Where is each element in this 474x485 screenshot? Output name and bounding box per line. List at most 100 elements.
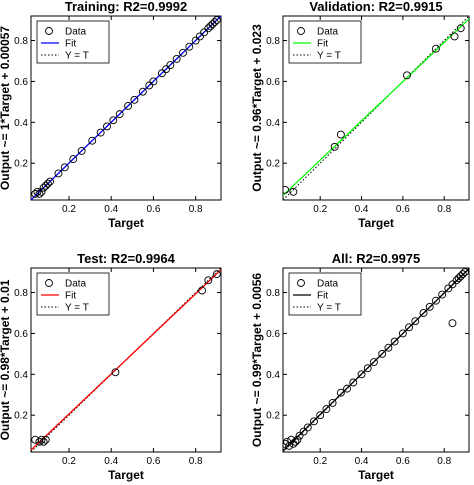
legend-entry-label: Fit [317,39,328,50]
fit-line [31,16,221,200]
data-point [77,146,86,155]
legend-data-marker [297,27,305,35]
data-point [204,276,213,285]
data-point [403,71,411,80]
y-axis-label: Output ~= 1*Target + 0.00057 [0,26,12,191]
legend-entry-label: Data [317,27,339,38]
data-point [458,270,467,279]
legend-entry-label: Data [65,279,87,290]
data-point [162,65,171,74]
x-tick-label: 0.2 [62,204,76,215]
data-point [54,169,63,178]
data-point [145,81,154,90]
data-point [41,435,50,444]
data-point [419,309,428,317]
data-point [454,274,463,283]
fit-line [283,18,469,196]
data-point [460,268,469,277]
data-point [411,317,420,326]
chart-title: Validation: R2=0.9915 [309,0,442,14]
data-point [212,16,221,25]
x-tick-label: 0.2 [313,456,327,467]
legend-entry-label: Fit [65,39,76,50]
data-point [96,128,105,137]
data-point [200,28,209,37]
data-point [448,319,457,328]
data-point [41,181,50,190]
chart-panel-1: Training: R2=0.9992 Target Output ~= 1*Tar… [0,0,222,230]
legend-box [288,20,362,64]
data-point [35,189,44,198]
data-point [425,302,434,311]
y-tick-label: 0.8 [266,288,280,299]
y-tick-label: 0.4 [266,118,280,129]
y-tick-label: 0.8 [14,288,28,299]
x-axis-label: Target [358,468,394,482]
data-point [172,54,181,63]
data-point [283,439,290,448]
data-point [291,437,300,446]
legend-box [36,20,110,64]
y-tick-label: 0.2 [14,411,28,422]
y-tick-label: 0.2 [266,159,280,170]
data-point [124,102,133,110]
data-point [195,32,204,41]
data-point [33,187,42,196]
x-tick-label: 0.4 [355,204,369,215]
data-point [283,185,290,194]
data-point [398,329,407,338]
fit-line [31,269,221,451]
data-point [357,370,366,379]
plot-content [31,268,221,452]
y-axis-label: Output ~= 0.96*Target + 0.023 [250,24,264,192]
x-axis-label: Target [108,468,144,482]
y-tick-label: 0.4 [266,370,280,381]
data-point [185,42,194,51]
chart-title: Training: R2=0.9992 [65,0,187,14]
legend-entry-label: Fit [317,291,328,302]
y-axis-label: Output ~= 0.99*Target + 0.0056 [250,273,264,448]
data-point [39,437,48,446]
x-tick-label: 0.6 [146,204,160,215]
data-point [69,155,78,164]
fit-line [283,268,469,452]
data-point [43,179,52,188]
x-tick-label: 0.6 [146,456,160,467]
data-point [328,398,337,407]
plot-content [283,268,469,452]
x-tick-label: 0.2 [62,456,76,467]
y-tick-label: 0.8 [14,36,28,47]
legend-entry-label: Data [317,279,339,290]
legend-data-marker [45,279,53,287]
data-point [46,177,54,186]
x-tick-label: 0.8 [189,456,203,467]
data-point [287,435,296,444]
y-tick-label: 0.2 [14,159,28,170]
data-point [179,48,187,57]
legend-entry-label: Data [65,27,87,38]
legend-entry-label: Y = T [65,303,89,314]
data-point [295,431,304,440]
data-point [206,22,215,31]
data-point [115,110,124,119]
data-point [390,337,399,346]
data-point [369,358,378,366]
data-point [450,32,459,41]
data-point [299,427,308,436]
legend-data-marker [297,279,305,287]
plot-content [31,16,221,200]
data-point [330,142,339,151]
data-point [384,343,393,352]
y-tick-label: 0.4 [14,370,28,381]
data-point [149,77,158,86]
data-point [363,364,372,373]
data-point [456,272,465,281]
data-point [37,435,46,444]
data-point [39,183,48,192]
x-tick-label: 0.8 [437,456,451,467]
data-point [88,136,97,145]
x-tick-label: 0.6 [396,204,410,215]
data-point [310,417,318,426]
